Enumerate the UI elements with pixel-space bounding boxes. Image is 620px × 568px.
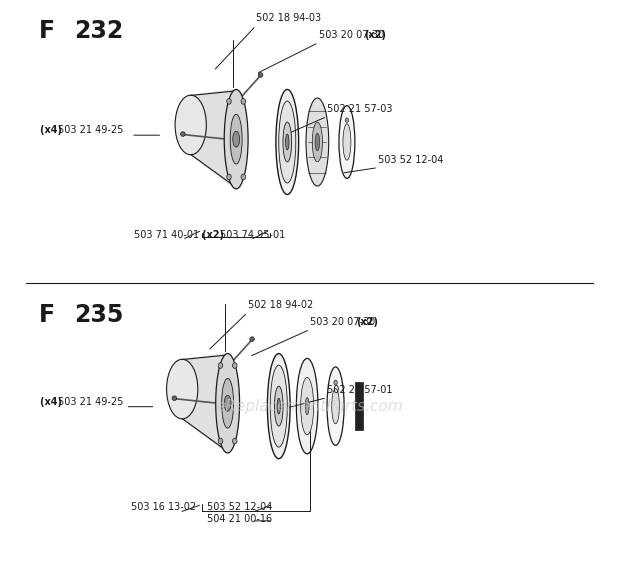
- Ellipse shape: [218, 363, 223, 369]
- Ellipse shape: [218, 438, 223, 444]
- Text: 502 21 57-03: 502 21 57-03: [327, 103, 392, 114]
- Text: (x2): (x2): [356, 316, 378, 327]
- Ellipse shape: [345, 118, 348, 123]
- Ellipse shape: [172, 396, 177, 400]
- Ellipse shape: [276, 89, 299, 194]
- Bar: [355, 382, 363, 430]
- Text: 504 21 00-16: 504 21 00-16: [206, 513, 272, 524]
- Ellipse shape: [267, 353, 290, 459]
- Text: 503 20 07-30: 503 20 07-30: [310, 316, 378, 327]
- Ellipse shape: [279, 101, 296, 183]
- Ellipse shape: [306, 98, 329, 186]
- Ellipse shape: [232, 438, 237, 444]
- Text: 503 21 49-25: 503 21 49-25: [58, 125, 123, 135]
- Text: 502 18 94-02: 502 18 94-02: [247, 299, 312, 310]
- Text: 503 52 12-04: 503 52 12-04: [378, 154, 443, 165]
- Text: 503 71 40-01: 503 71 40-01: [134, 229, 199, 240]
- Ellipse shape: [270, 365, 287, 447]
- Ellipse shape: [250, 337, 254, 341]
- Text: 232: 232: [74, 19, 123, 43]
- Ellipse shape: [339, 106, 355, 178]
- Text: (x2): (x2): [365, 30, 386, 40]
- Ellipse shape: [275, 386, 283, 426]
- Ellipse shape: [277, 398, 280, 414]
- Ellipse shape: [222, 378, 234, 428]
- Text: 503 52 12-04: 503 52 12-04: [206, 502, 272, 512]
- Text: F: F: [38, 303, 55, 327]
- Ellipse shape: [301, 378, 314, 435]
- Ellipse shape: [283, 122, 291, 162]
- Ellipse shape: [180, 132, 185, 136]
- Ellipse shape: [224, 90, 248, 189]
- Ellipse shape: [259, 73, 263, 77]
- Ellipse shape: [230, 114, 242, 164]
- Polygon shape: [191, 89, 236, 189]
- Text: F: F: [38, 19, 55, 43]
- Text: 503 20 07-30: 503 20 07-30: [319, 30, 387, 40]
- Ellipse shape: [232, 131, 239, 147]
- Text: 503 16 13-02: 503 16 13-02: [131, 502, 196, 512]
- Ellipse shape: [312, 122, 322, 162]
- Ellipse shape: [286, 134, 289, 150]
- Text: 235: 235: [74, 303, 123, 327]
- Ellipse shape: [296, 358, 318, 454]
- Ellipse shape: [241, 99, 246, 104]
- Ellipse shape: [334, 380, 337, 385]
- Ellipse shape: [343, 124, 351, 160]
- Ellipse shape: [315, 133, 320, 151]
- Text: (x4): (x4): [40, 125, 66, 135]
- Ellipse shape: [332, 389, 339, 424]
- Ellipse shape: [227, 99, 231, 104]
- Ellipse shape: [227, 174, 231, 179]
- Text: 503 74 95-01: 503 74 95-01: [219, 229, 285, 240]
- Ellipse shape: [241, 174, 246, 179]
- Polygon shape: [182, 353, 228, 453]
- Ellipse shape: [216, 353, 239, 453]
- Text: 503 21 49-25: 503 21 49-25: [58, 396, 123, 407]
- Text: 502 21 57-01: 502 21 57-01: [327, 385, 392, 395]
- Ellipse shape: [232, 363, 237, 369]
- Text: (x2): (x2): [202, 229, 228, 240]
- Ellipse shape: [167, 360, 198, 419]
- Ellipse shape: [175, 95, 206, 154]
- Ellipse shape: [224, 395, 231, 411]
- Text: 502 18 94-03: 502 18 94-03: [256, 12, 321, 23]
- Ellipse shape: [327, 367, 344, 445]
- Ellipse shape: [305, 398, 309, 415]
- Text: (x4): (x4): [40, 396, 66, 407]
- Text: eReplacementParts.com: eReplacementParts.com: [216, 399, 404, 414]
